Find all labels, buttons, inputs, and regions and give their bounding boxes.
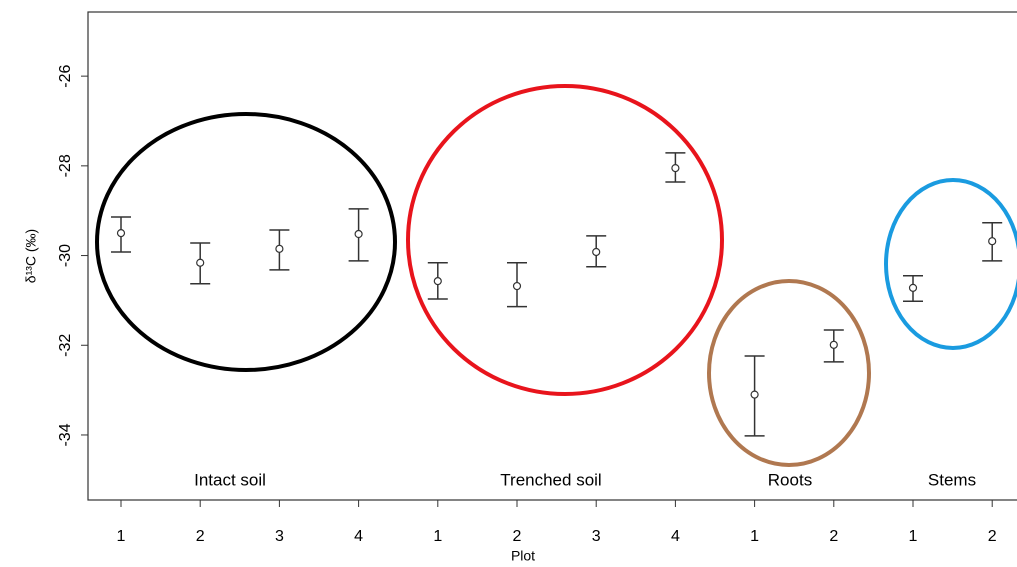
x-tick-label: 2 (829, 528, 838, 545)
data-point (592, 247, 601, 257)
x-tick-label: 4 (671, 528, 680, 545)
data-point (354, 229, 363, 239)
x-tick-label: 1 (433, 528, 442, 545)
data-point (671, 163, 680, 173)
group-label: Intact soil (194, 470, 266, 489)
data-point (512, 281, 522, 291)
x-axis-label: Plot (511, 548, 535, 564)
x-tick-label: 2 (988, 528, 997, 545)
data-point (908, 283, 918, 292)
y-tick-label: -26 (57, 64, 74, 87)
y-tick-label: -30 (57, 244, 74, 267)
x-tick-label: 2 (513, 528, 522, 545)
x-tick-label: 1 (909, 528, 918, 545)
group-ellipse (884, 178, 1017, 350)
y-axis-label: δ¹³C (‰) (23, 229, 39, 283)
data-point (116, 229, 126, 238)
data-point (433, 277, 442, 286)
x-tick-label: 3 (275, 528, 284, 545)
data-point (750, 390, 759, 399)
group-label: Roots (768, 470, 812, 489)
x-tick-label: 3 (592, 528, 601, 545)
x-tick-label: 1 (117, 528, 126, 545)
x-tick-label: 4 (354, 528, 363, 545)
group-ellipse (406, 84, 724, 396)
y-tick-label: -32 (57, 334, 74, 357)
group-label: Trenched soil (500, 470, 601, 489)
y-tick-label: -34 (57, 423, 74, 446)
y-tick-label: -28 (57, 154, 74, 177)
data-point (829, 340, 838, 349)
x-tick-label: 1 (750, 528, 759, 545)
group-ellipse (707, 279, 871, 467)
data-point (275, 244, 284, 253)
x-tick-label: 2 (196, 528, 205, 545)
data-point (196, 258, 205, 267)
group-label: Stems (928, 470, 976, 489)
group-ellipse (95, 112, 397, 372)
data-point (988, 237, 997, 246)
